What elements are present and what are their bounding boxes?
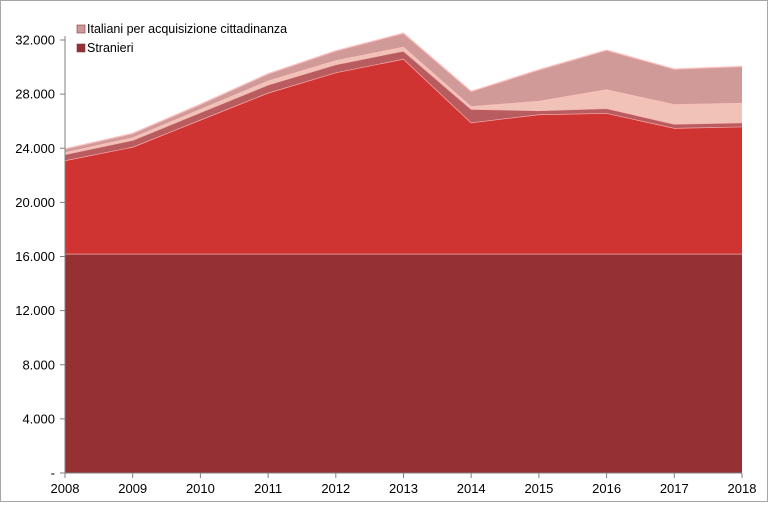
legend-label: Italiani per acquisizione cittadinanza — [87, 22, 287, 36]
series-area-1 — [65, 253, 742, 473]
legend-swatch — [76, 43, 86, 53]
x-tick-label: 2017 — [660, 481, 689, 496]
y-tick-label: 28.000 — [15, 87, 55, 102]
y-tick-label: 24.000 — [15, 141, 55, 156]
series-area-2 — [65, 58, 742, 254]
series-areas — [64, 32, 743, 473]
x-tick-label: 2010 — [186, 481, 215, 496]
legend-swatch — [76, 24, 86, 34]
x-tick-label: 2013 — [389, 481, 418, 496]
x-tick-label: 2009 — [118, 481, 147, 496]
y-tick-label: 12.000 — [15, 303, 55, 318]
y-tick-label: - — [51, 466, 55, 481]
series-area-4 — [65, 46, 742, 155]
x-tick-label: 2018 — [728, 481, 757, 496]
y-tick-label: 8.000 — [22, 357, 55, 372]
y-tick-label: 16.000 — [15, 249, 55, 264]
x-tick-label: 2016 — [592, 481, 621, 496]
axes: - 4.000 8.000 12.000 16.000 20.000 24.000 28.00… — [15, 33, 756, 497]
series-area-5 — [65, 33, 742, 153]
x-tick-label: 2011 — [254, 481, 282, 496]
series-edge-line-5 — [64, 32, 743, 150]
y-tick-label: 20.000 — [15, 195, 55, 210]
legend: Italiani per acquisizione cittadinanza St… — [76, 22, 287, 55]
x-tick-label: 2012 — [321, 481, 350, 496]
y-tick-label: 4.000 — [22, 411, 55, 426]
x-tick-label: 2008 — [51, 481, 80, 496]
legend-label: Stranieri — [87, 41, 134, 55]
y-tick-label: 32.000 — [15, 33, 55, 48]
x-tick-label: 2014 — [457, 481, 486, 496]
x-tick-label: 2015 — [524, 481, 553, 496]
